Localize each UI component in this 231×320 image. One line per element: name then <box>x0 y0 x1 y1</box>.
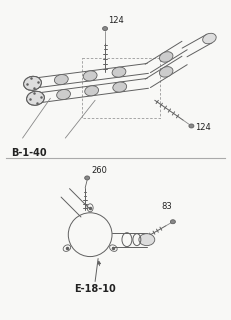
Ellipse shape <box>57 90 70 100</box>
Ellipse shape <box>55 75 68 85</box>
Text: 124: 124 <box>108 16 124 25</box>
Ellipse shape <box>159 67 173 77</box>
Ellipse shape <box>103 27 108 31</box>
Ellipse shape <box>170 220 175 224</box>
Ellipse shape <box>85 176 90 180</box>
Ellipse shape <box>24 76 41 90</box>
Ellipse shape <box>112 67 126 77</box>
Ellipse shape <box>203 33 216 44</box>
Text: B-1-40: B-1-40 <box>11 148 46 158</box>
Ellipse shape <box>113 82 127 92</box>
Ellipse shape <box>189 124 194 128</box>
Text: 260: 260 <box>91 166 107 175</box>
Ellipse shape <box>85 86 99 96</box>
Ellipse shape <box>159 52 173 62</box>
Bar <box>82 59 160 118</box>
Ellipse shape <box>139 234 155 246</box>
Text: 124: 124 <box>195 123 211 132</box>
Text: E-18-10: E-18-10 <box>74 284 116 294</box>
Text: 83: 83 <box>162 202 173 211</box>
Ellipse shape <box>27 91 44 105</box>
Ellipse shape <box>83 71 97 81</box>
